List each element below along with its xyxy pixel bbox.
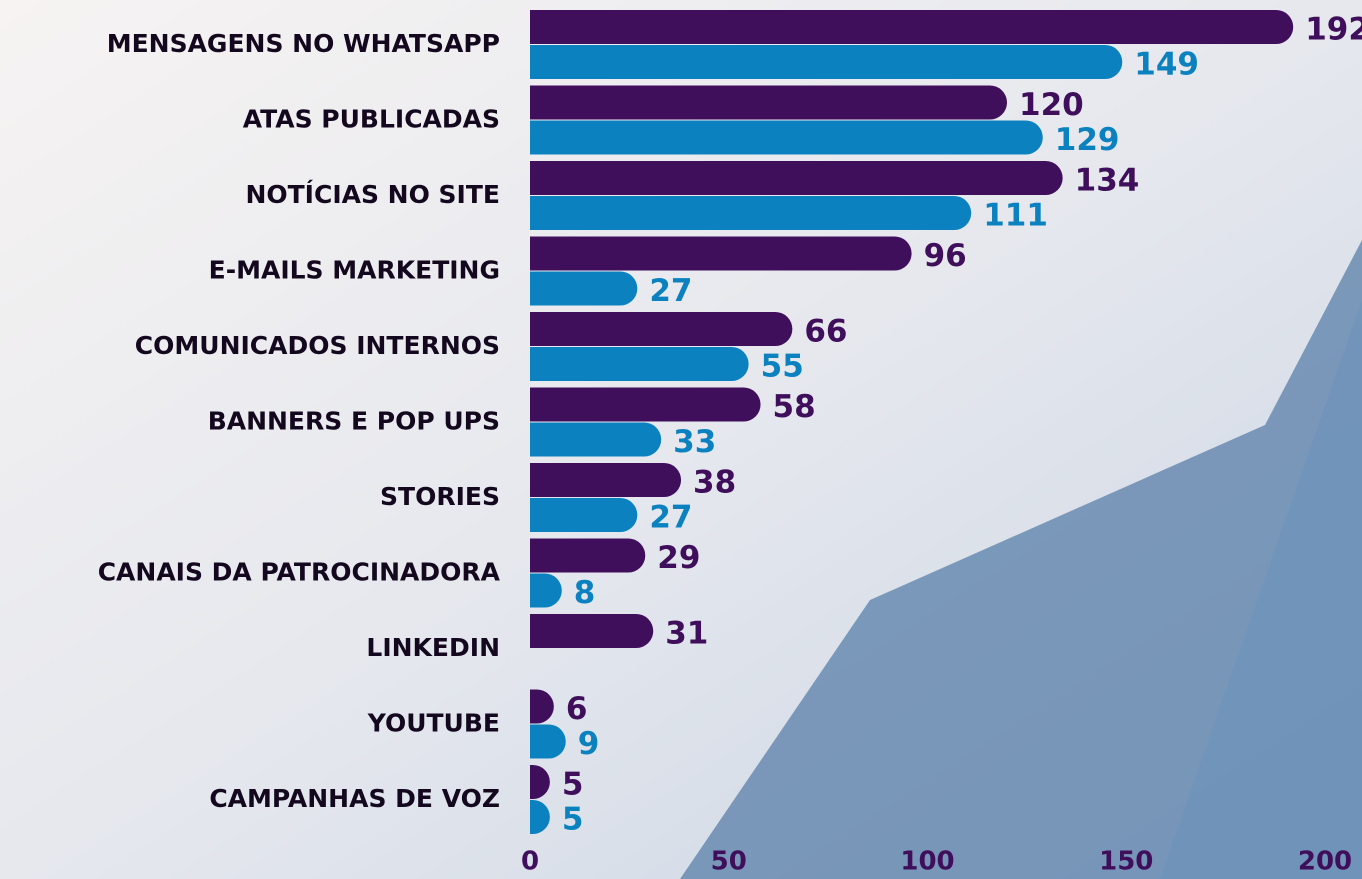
category-label: STORIES (380, 482, 500, 511)
category-label: NOTÍCIAS NO SITE (245, 180, 500, 209)
value-label: 96 (924, 238, 967, 274)
value-label: 129 (1055, 122, 1120, 158)
category-label: CAMPANHAS DE VOZ (209, 784, 500, 813)
category-label: BANNERS E POP UPS (208, 407, 500, 436)
bar (530, 498, 638, 532)
value-label: 38 (693, 465, 736, 501)
value-label: 120 (1019, 87, 1084, 123)
category-label: COMUNICADOS INTERNOS (135, 331, 500, 360)
bar (530, 236, 912, 271)
x-tick-label: 200 (1298, 847, 1352, 877)
value-label: 111 (983, 198, 1048, 234)
bar (530, 10, 1294, 44)
bar (530, 538, 646, 573)
category-label: ATAS PUBLICADAS (243, 105, 500, 134)
category-label: E-MAILS MARKETING (209, 256, 500, 285)
value-label: 149 (1134, 47, 1199, 83)
bar (530, 724, 566, 759)
bar (530, 45, 1123, 79)
value-label: 66 (804, 314, 847, 350)
bar (530, 689, 554, 724)
bar (530, 271, 638, 306)
bar (530, 196, 972, 230)
bar (530, 614, 654, 648)
x-tick-label: 100 (900, 847, 954, 877)
value-label: 8 (574, 575, 596, 611)
value-label: 31 (665, 616, 708, 652)
value-label: 6 (566, 691, 588, 727)
bar (530, 422, 662, 457)
bar (530, 765, 550, 799)
value-label: 9 (578, 726, 600, 762)
bar (530, 347, 749, 381)
x-tick-label: 50 (711, 847, 747, 877)
value-label: 33 (673, 424, 716, 460)
plot: 0 50 100 150 200 MENSAGENS NO WHATSAPP 192 149 A… (98, 10, 1362, 877)
value-label: 27 (649, 273, 692, 309)
value-label: 192 (1305, 12, 1362, 48)
bar (530, 800, 550, 834)
x-tick-label: 150 (1099, 847, 1153, 877)
value-label: 5 (562, 767, 584, 803)
value-label: 27 (649, 500, 692, 536)
category-label: LINKEDIN (366, 633, 500, 662)
value-label: 5 (562, 802, 584, 838)
value-label: 55 (761, 349, 804, 385)
bar (530, 120, 1043, 155)
category-label: CANAIS DA PATROCINADORA (98, 558, 501, 587)
category-label: YOUTUBE (367, 709, 500, 738)
value-label: 29 (657, 540, 700, 576)
bar (530, 387, 761, 422)
x-tick-label: 0 (521, 847, 539, 877)
bar (530, 312, 793, 346)
bar (530, 463, 682, 497)
value-label: 58 (773, 389, 816, 425)
bar (530, 573, 562, 608)
bar (530, 161, 1063, 195)
bar (530, 85, 1007, 120)
value-label: 134 (1075, 163, 1140, 199)
background-shape (680, 240, 1362, 879)
background-shape (1160, 300, 1362, 879)
category-label: MENSAGENS NO WHATSAPP (107, 29, 500, 58)
